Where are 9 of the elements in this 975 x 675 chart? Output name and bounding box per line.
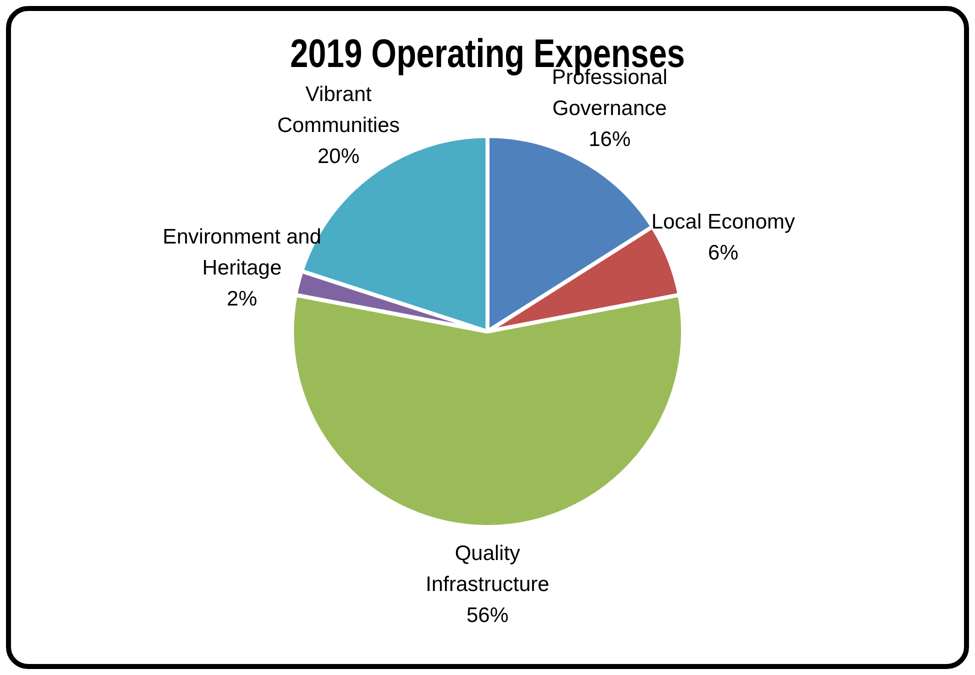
slice-label: Environment and Heritage — [162, 225, 322, 280]
data-label: 16% — [588, 128, 631, 152]
slice-label: Vibrant Communities — [277, 83, 400, 138]
slice-label: Quality Infrastructure — [426, 542, 550, 596]
data-label: 56% — [466, 604, 509, 627]
data-label: 6% — [708, 241, 738, 264]
slice-label: Local Economy — [651, 210, 796, 234]
data-label: 2% — [226, 287, 258, 310]
data-label: 20% — [317, 145, 360, 168]
